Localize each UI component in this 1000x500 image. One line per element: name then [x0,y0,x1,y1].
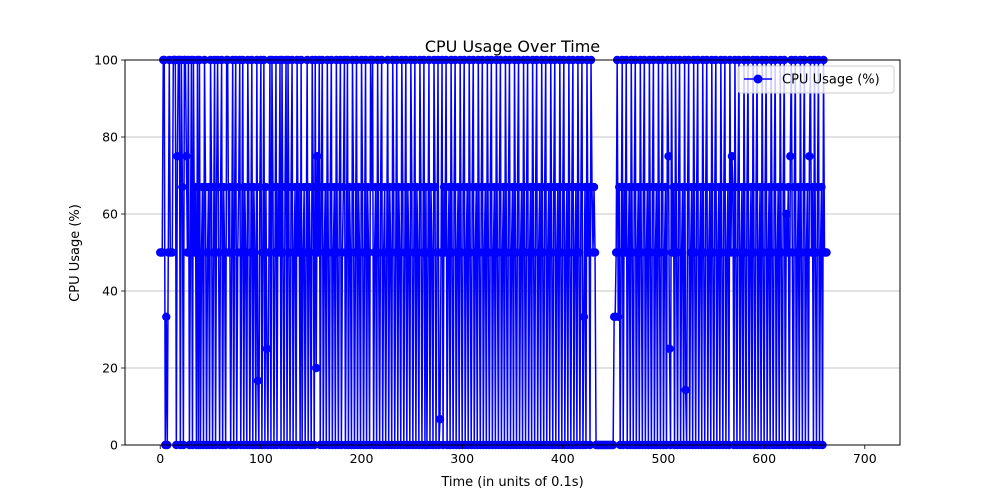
data-point-505 [664,152,673,161]
data-point-522 [681,385,690,395]
data-point-502 [661,182,670,192]
data-point-106 [262,344,272,353]
data-point-657 [817,182,826,192]
data-point-568 [727,152,737,161]
data-point-421 [579,312,589,321]
data-point-278 [435,415,445,424]
chart-title: CPU Usage Over Time [425,37,600,56]
data-point-501 [660,248,669,257]
data-point-617 [777,248,786,257]
data-point-2 [158,248,167,257]
data-point-626 [786,152,795,161]
data-point-108 [264,248,274,257]
x-tick-label-4: 400 [551,451,575,466]
legend-box [737,65,895,94]
y-tick-label-4: 80 [102,130,118,145]
x-axis-label: Time (in units of 0.1s) [440,475,583,490]
legend: CPU Usage (%) [737,65,895,94]
y-tick-label-5: 100 [94,53,118,68]
data-point-506 [665,344,674,353]
y-tick-label-2: 40 [102,284,118,299]
data-point-12 [168,248,177,257]
y-tick-label-3: 60 [102,207,118,222]
data-point-431 [589,182,599,192]
data-point-102 [258,248,268,257]
axes-frame [124,59,901,446]
legend-entry-cpu-usage: CPU Usage (%) [782,73,880,88]
data-point-662 [822,248,831,257]
x-tick-label-2: 200 [350,451,374,466]
data-point-99 [255,182,265,192]
data-point-6 [162,312,171,321]
data-point-93 [249,182,259,192]
data-point-518 [677,248,686,257]
data-point-105 [261,182,271,192]
data-point-63 [219,182,228,192]
data-point-94 [250,248,260,257]
data-point-152 [309,182,318,192]
x-tick-label-7: 700 [853,451,877,466]
legend-marker-swatch [753,74,763,84]
data-point-122 [278,248,288,257]
x-tick-label-0: 0 [156,451,164,466]
data-point-58 [214,248,223,257]
data-point-117 [273,182,283,192]
data-point-182 [339,182,348,192]
data-point-26 [182,152,191,161]
x-axis-ticks: 0 100 200 300 400 500 600 700 [156,445,877,466]
data-point-124 [280,182,290,192]
data-point-47 [203,248,212,257]
data-point-41 [197,248,206,257]
data-point-622 [782,209,791,219]
data-point-207 [364,248,373,257]
data-point-22 [178,182,187,192]
data-point-645 [805,152,814,161]
y-tick-label-0: 0 [110,438,118,453]
x-tick-label-5: 500 [652,451,676,466]
data-point-156 [313,152,322,161]
data-point-78 [234,182,243,192]
data-point-97 [253,376,263,385]
data-point-149 [305,248,315,257]
data-point-432 [590,248,600,257]
data-point-17 [173,152,182,161]
data-point-35 [191,182,200,192]
data-point-157 [314,248,323,257]
y-tick-label-1: 20 [102,361,118,376]
data-point-455 [613,312,623,321]
data-point-624 [784,182,793,192]
y-axis-label: CPU Usage (%) [68,204,83,302]
y-axis-ticks: 0 20 40 60 80 100 [94,53,125,453]
data-point-34 [190,248,199,257]
data-point-416 [574,248,584,257]
data-point-71 [227,248,236,257]
data-point-155 [312,363,321,373]
x-tick-label-6: 600 [752,451,776,466]
x-tick-label-1: 100 [249,451,273,466]
data-point-273 [430,182,440,192]
x-tick-label-3: 300 [450,451,474,466]
